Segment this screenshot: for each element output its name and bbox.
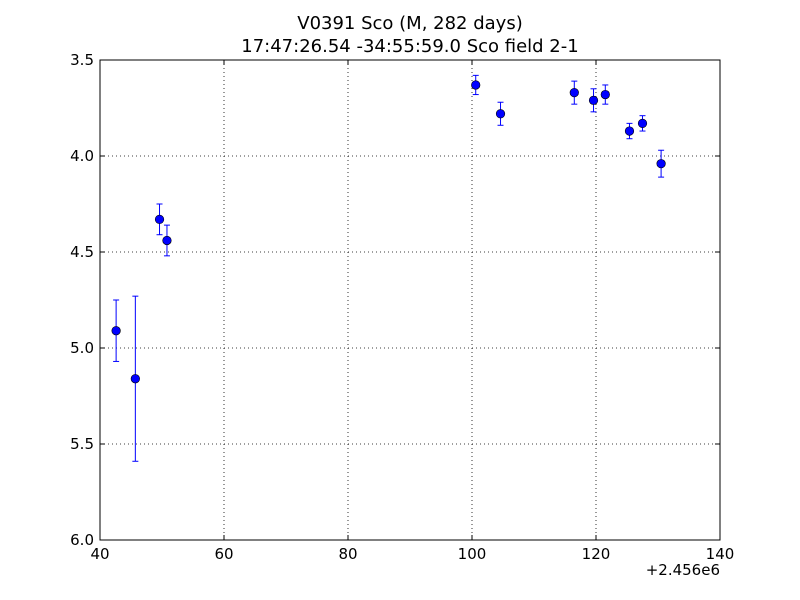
data-point-marker [569,88,579,98]
data-point-marker [495,109,506,119]
y-tick-label: 6.0 [70,531,94,549]
plot-area-frame [99,59,721,541]
x-tick-label: 120 [582,545,611,563]
data-point-marker [656,159,666,169]
data-point-marker [588,95,599,105]
x-tick-label: 40 [90,545,109,563]
y-tick-label: 5.5 [70,435,94,453]
data-point-marker [111,326,121,336]
axis-ticks: 40 60 80 100 120 140 3.5 4.0 4.5 5.0 5.5 6.0 [70,51,734,563]
data-point-marker [162,235,172,246]
y-tick-label: 5.0 [70,339,94,357]
y-tick-label: 4.5 [70,243,94,261]
x-tick-label: 100 [458,545,487,563]
data-point-group [569,80,579,105]
chart-title-line-2: 17:47:26.54 -34:55:59.0 Sco field 2-1 [241,36,578,57]
data-point-group [162,224,172,257]
data-point-marker [130,374,140,384]
data-point-group [471,74,481,96]
data-point-group [588,88,599,113]
data-point-group [656,149,666,178]
data-point-group [154,203,165,236]
data-point-marker [624,126,635,136]
data-point-marker [154,214,165,224]
x-tick-label: 140 [706,545,735,563]
y-tick-label: 3.5 [70,51,94,69]
data-point-marker [471,80,481,90]
x-tick-label: 80 [338,545,357,563]
x-tick-label: 60 [214,545,233,563]
data-point-group [600,84,610,105]
data-point-group [130,295,140,462]
data-points [111,74,666,462]
x-offset-label: +2.456e6 [646,561,720,579]
grid-lines [100,60,720,540]
chart-title-line-1: V0391 Sco (M, 282 days) [297,13,522,34]
data-point-marker [637,118,648,128]
data-point-group [111,299,121,362]
data-point-group [624,122,635,140]
data-point-group [495,101,506,126]
y-tick-label: 4.0 [70,147,94,165]
data-point-group [637,115,648,132]
data-point-marker [600,89,610,100]
